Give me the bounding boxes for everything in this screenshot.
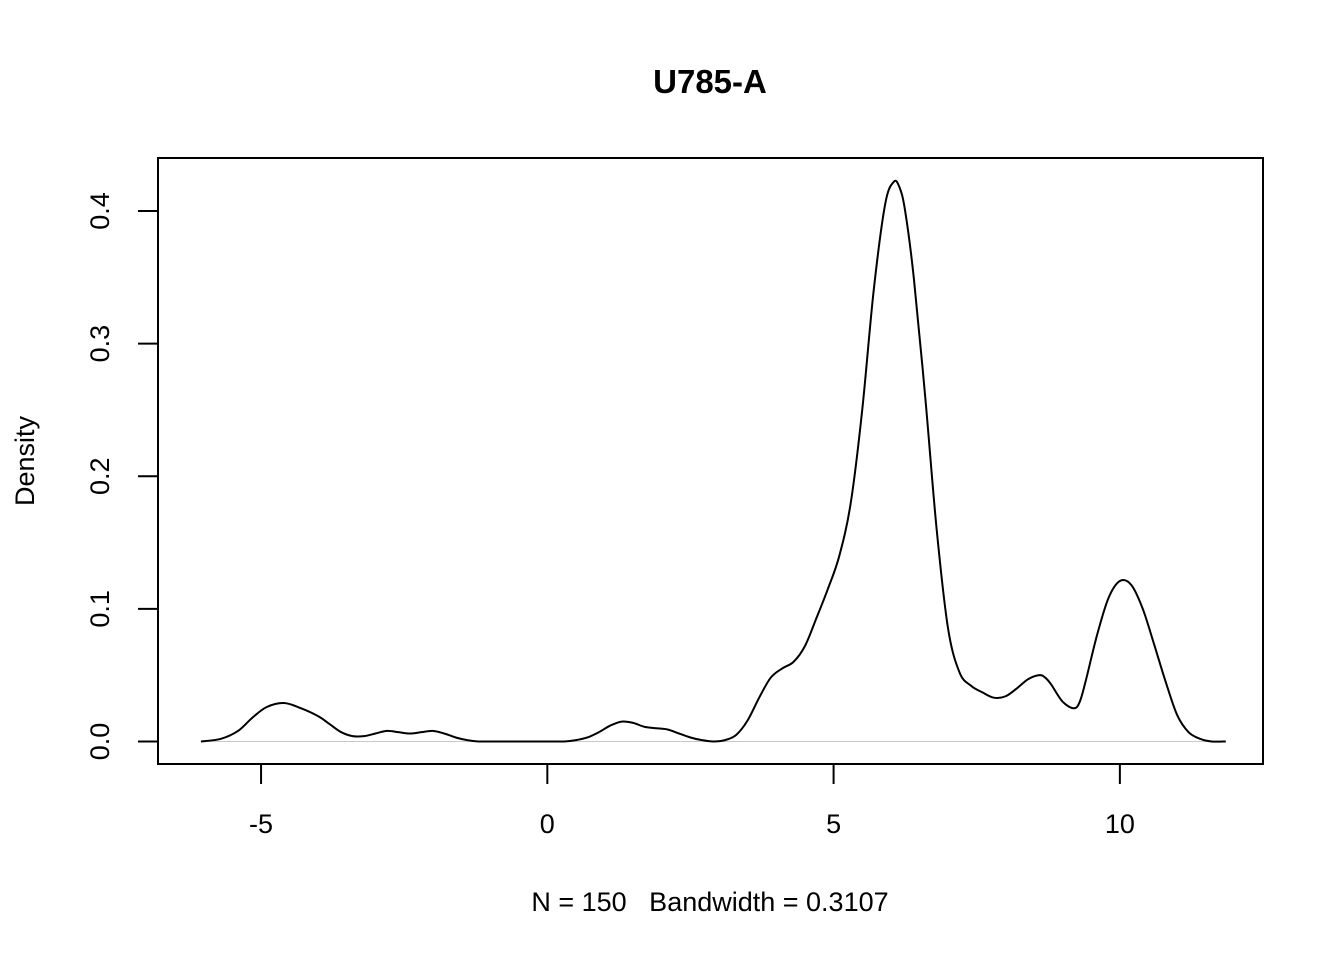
y-tick-label: 0.0 xyxy=(85,723,115,761)
y-tick-label: 0.4 xyxy=(85,192,115,230)
y-tick-label: 0.3 xyxy=(85,325,115,363)
density-curve xyxy=(200,179,1226,743)
x-tick-label: 5 xyxy=(826,809,841,839)
x-axis: -5 0 5 10 xyxy=(249,763,1135,839)
chart-title: U785-A xyxy=(653,63,767,100)
y-tick-label: 0.2 xyxy=(85,457,115,495)
plot-frame xyxy=(157,157,1264,765)
y-axis-label: Density xyxy=(10,415,40,506)
x-tick-label: 10 xyxy=(1105,809,1135,839)
y-axis: 0.0 0.1 0.2 0.3 0.4 xyxy=(85,192,159,761)
x-tick-label: 0 xyxy=(540,809,555,839)
x-axis-label: N = 150 Bandwidth = 0.3107 xyxy=(531,887,888,917)
y-tick-label: 0.1 xyxy=(85,590,115,628)
x-tick-label: -5 xyxy=(249,809,273,839)
